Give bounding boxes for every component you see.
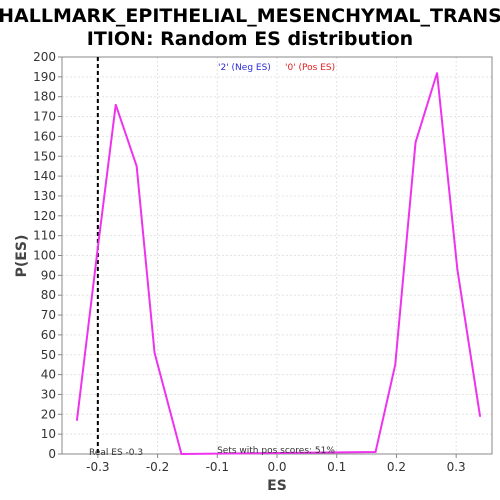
x-tick-label-4: 0.1 — [327, 460, 346, 474]
data-point-0 — [76, 419, 78, 422]
y-tick-label-0: 0 — [48, 447, 56, 461]
data-point-9 — [436, 72, 438, 74]
x-tick-label-5: 0.2 — [387, 460, 406, 474]
y-axis-label: P(ES) — [14, 235, 30, 278]
data-point-11 — [479, 415, 481, 418]
y-tick-label-18: 180 — [33, 90, 56, 104]
y-tick-label-3: 30 — [41, 387, 56, 401]
data-point-1 — [97, 246, 99, 249]
x-tick-label-3: 0.0 — [267, 460, 286, 474]
x-tick-label-2: -0.1 — [206, 460, 229, 474]
x-axis-label: ES — [267, 478, 287, 494]
y-tick-label-15: 150 — [33, 149, 56, 163]
data-point-4 — [153, 351, 156, 354]
y-tick-label-6: 60 — [41, 328, 56, 342]
data-point-10 — [456, 268, 459, 271]
y-axis-ticks: 0 10 20 30 40 50 60 70 80 90 100 110 120 130 140 150 160… — [33, 50, 62, 461]
series-line — [75, 72, 482, 456]
y-tick-label-7: 70 — [41, 308, 56, 322]
chart-title-line-1: HALLMARK_EPITHELIAL_MESENCHYMAL_TRANS — [0, 5, 500, 27]
data-point-6 — [374, 451, 377, 453]
x-tick-label-0: -0.3 — [86, 460, 109, 474]
data-point-5 — [180, 453, 183, 455]
real-es-label: Real ES -0.3 — [89, 448, 143, 458]
y-tick-label-2: 20 — [41, 407, 56, 421]
y-tick-label-13: 130 — [33, 189, 56, 203]
y-tick-label-10: 100 — [33, 249, 56, 263]
y-tick-label-12: 120 — [33, 209, 56, 223]
pos-scores-annotation: Sets with pos scores: 51% — [217, 446, 335, 456]
y-tick-label-20: 200 — [33, 50, 56, 64]
y-tick-label-4: 40 — [41, 368, 56, 382]
data-point-3 — [135, 165, 138, 167]
data-point-2 — [114, 103, 117, 106]
x-tick-label-1: -0.2 — [146, 460, 169, 474]
data-point-8 — [414, 141, 417, 144]
series-points — [76, 72, 481, 455]
x-axis-ticks: -0.3 -0.2 -0.1 0.0 0.1 0.2 0.3 — [86, 454, 466, 474]
chart-title-line-2: ITION: Random ES distribution — [87, 28, 413, 50]
y-tick-label-14: 140 — [33, 169, 56, 183]
y-tick-label-11: 110 — [33, 229, 56, 243]
y-tick-label-9: 90 — [41, 268, 56, 282]
y-tick-label-5: 50 — [41, 348, 56, 362]
y-tick-label-8: 80 — [41, 288, 56, 302]
y-tick-label-1: 10 — [41, 427, 56, 441]
y-tick-label-19: 190 — [33, 70, 56, 84]
y-tick-label-17: 170 — [33, 110, 56, 124]
x-tick-label-6: 0.3 — [447, 460, 466, 474]
legend-pos-es: '0' (Pos ES) — [285, 63, 335, 73]
data-point-7 — [394, 363, 397, 366]
y-tick-label-16: 160 — [33, 129, 56, 143]
legend-neg-es: '2' (Neg ES) — [218, 63, 271, 73]
